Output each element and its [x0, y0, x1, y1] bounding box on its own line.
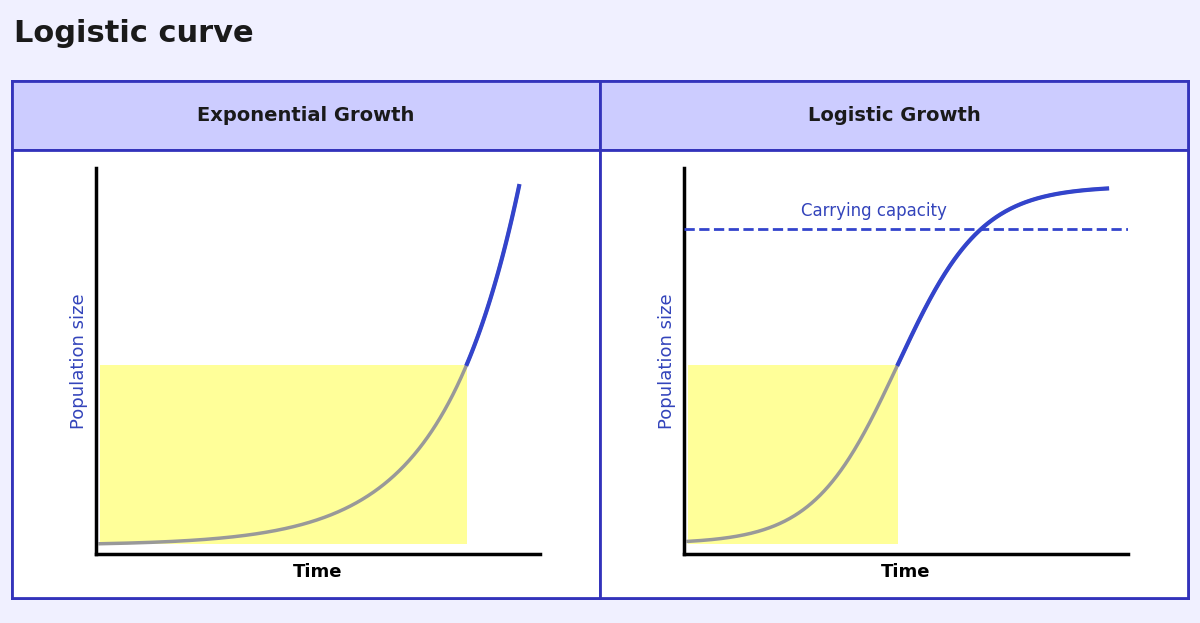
Y-axis label: Population size: Population size — [658, 293, 676, 429]
Text: Exponential Growth: Exponential Growth — [197, 106, 415, 125]
Y-axis label: Population size: Population size — [70, 293, 88, 429]
X-axis label: Time: Time — [881, 563, 931, 581]
Text: Logistic Growth: Logistic Growth — [808, 106, 980, 125]
Text: Carrying capacity: Carrying capacity — [802, 202, 947, 220]
Bar — [100, 365, 467, 544]
X-axis label: Time: Time — [293, 563, 343, 581]
Text: Logistic curve: Logistic curve — [14, 19, 254, 48]
Bar — [688, 365, 898, 544]
